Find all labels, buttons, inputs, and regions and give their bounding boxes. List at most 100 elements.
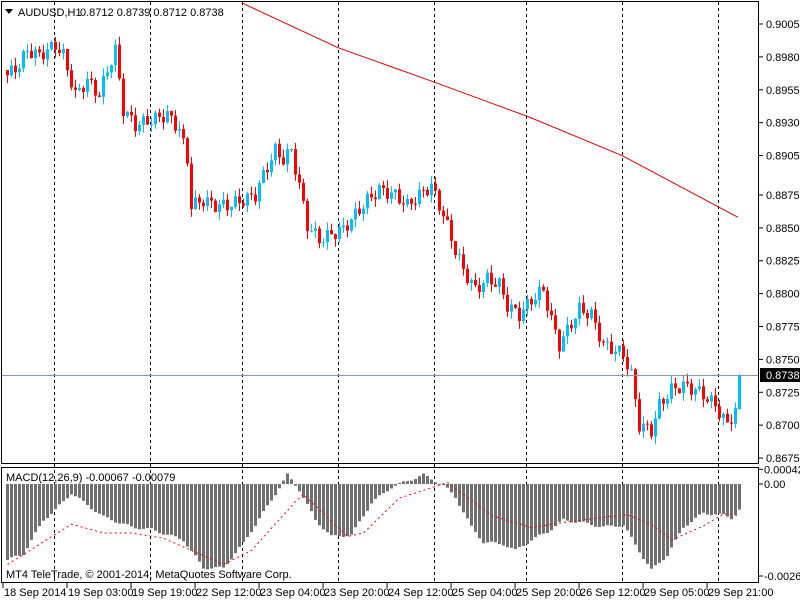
macd-histogram-bar <box>726 484 729 517</box>
candle <box>602 339 605 347</box>
macd-histogram-bar <box>394 484 397 486</box>
macd-histogram-bar <box>526 484 529 544</box>
candle-body <box>694 389 697 395</box>
candle-body <box>338 227 341 239</box>
candle <box>426 186 429 197</box>
candle <box>650 421 653 440</box>
macd-histogram-bar <box>694 484 697 518</box>
copyright-text: MT4 TeleTrade, © 2001-2014, MetaQuotes S… <box>6 569 292 581</box>
candle <box>462 246 465 276</box>
candle <box>290 148 293 153</box>
candle <box>498 276 501 295</box>
candle <box>22 49 25 73</box>
candle-body <box>502 278 505 295</box>
macd-histogram-bar <box>690 484 693 522</box>
macd-histogram-bar <box>194 484 197 556</box>
candle <box>486 269 489 287</box>
candle-body <box>562 336 565 352</box>
candle <box>38 45 41 57</box>
dropdown-triangle-icon[interactable] <box>5 9 13 14</box>
candle-body <box>662 399 665 404</box>
macd-histogram-bar <box>286 473 289 484</box>
candle <box>686 373 689 388</box>
candle-body <box>266 170 269 173</box>
candle <box>274 142 277 166</box>
candle <box>194 189 197 211</box>
candle <box>370 186 373 202</box>
candle <box>706 396 709 404</box>
candle-body <box>58 49 61 54</box>
candle-body <box>398 189 401 204</box>
candle-body <box>286 149 289 165</box>
candle-body <box>178 129 181 131</box>
candle-body <box>294 149 297 175</box>
macd-histogram-bar <box>230 484 233 560</box>
macd-histogram-bar <box>390 484 393 489</box>
candle-body <box>462 254 465 269</box>
macd-histogram-bar <box>478 484 481 539</box>
candle <box>362 204 365 221</box>
candle <box>98 91 101 98</box>
macd-histogram-bar <box>142 484 145 529</box>
candle <box>58 41 61 56</box>
macd-histogram-bar <box>482 484 485 544</box>
candle <box>698 379 701 392</box>
candle-body <box>14 65 17 73</box>
candle <box>158 108 161 123</box>
candle <box>266 162 269 180</box>
candle <box>70 64 73 91</box>
candle-body <box>138 124 141 132</box>
candle-body <box>570 324 573 329</box>
candle <box>582 295 585 316</box>
macd-histogram-bar <box>594 484 597 527</box>
candle <box>570 319 573 333</box>
macd-histogram-bar <box>222 484 225 568</box>
candle-body <box>282 157 285 165</box>
time-tick-label: 29 Sep 21:00 <box>708 587 773 599</box>
candle <box>138 121 141 135</box>
candle-body <box>182 129 185 139</box>
macd-histogram-bar <box>674 484 677 540</box>
candle <box>482 280 485 298</box>
candle <box>210 190 213 209</box>
candle-body <box>22 51 25 69</box>
price-pane[interactable] <box>2 2 759 445</box>
candle <box>110 64 113 79</box>
macd-histogram-bar <box>66 484 69 499</box>
macd-histogram-bar <box>542 484 545 534</box>
macd-histogram-bar <box>306 484 309 504</box>
candle-body <box>298 174 301 183</box>
macd-pane[interactable] <box>6 473 741 570</box>
time-tick-label: 23 Sep 20:00 <box>324 587 389 599</box>
candle <box>606 337 609 351</box>
macd-histogram-bar <box>78 484 81 498</box>
candle <box>250 186 253 201</box>
price-tick-label: 0.8930 <box>766 118 800 130</box>
candle <box>726 408 729 423</box>
candle-body <box>378 185 381 200</box>
candle <box>202 199 205 212</box>
candle <box>350 218 353 233</box>
candle-body <box>242 203 245 206</box>
candle-body <box>170 111 173 116</box>
candle-body <box>454 241 457 256</box>
candle-body <box>134 115 137 132</box>
candle <box>738 373 741 410</box>
price-tick-label: 0.8850 <box>766 223 800 235</box>
macd-histogram-bar <box>106 484 109 518</box>
macd-histogram-bar <box>50 484 53 514</box>
macd-histogram-bar <box>590 484 593 526</box>
macd-histogram-bar <box>714 484 717 515</box>
candle <box>90 71 93 85</box>
candle <box>142 113 145 133</box>
macd-histogram-bar <box>182 484 185 542</box>
candle-body <box>442 210 445 217</box>
candle <box>446 208 449 221</box>
macd-histogram-bar <box>62 484 65 502</box>
candle <box>50 40 53 51</box>
candle-body <box>538 286 541 300</box>
candle <box>294 142 297 181</box>
time-tick-label: 24 Sep 12:00 <box>388 587 453 599</box>
